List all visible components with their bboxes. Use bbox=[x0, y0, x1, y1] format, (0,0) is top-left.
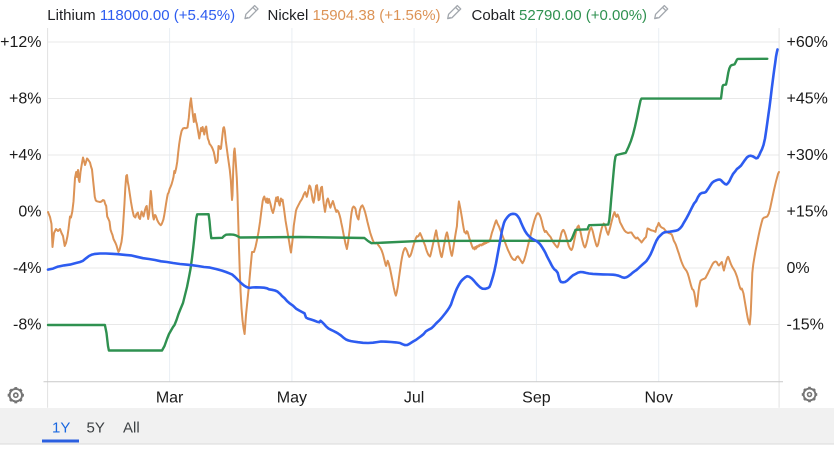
svg-text:-4%: -4% bbox=[13, 260, 41, 277]
svg-text:+12%: +12% bbox=[0, 34, 41, 51]
svg-text:Mar: Mar bbox=[156, 390, 184, 407]
svg-text:Cobalt 52790.00 (+0.00%): Cobalt 52790.00 (+0.00%) bbox=[472, 7, 648, 24]
svg-text:Jul: Jul bbox=[404, 390, 424, 407]
svg-text:Sep: Sep bbox=[522, 390, 551, 407]
svg-text:Lithium 118000.00 (+5.45%): Lithium 118000.00 (+5.45%) bbox=[47, 7, 235, 24]
svg-text:1Y: 1Y bbox=[52, 420, 70, 437]
svg-text:+45%: +45% bbox=[787, 90, 828, 107]
svg-text:5Y: 5Y bbox=[87, 420, 105, 437]
svg-text:+4%: +4% bbox=[9, 147, 41, 164]
svg-text:May: May bbox=[277, 390, 307, 407]
svg-text:-8%: -8% bbox=[13, 316, 41, 333]
svg-text:Nov: Nov bbox=[644, 390, 672, 407]
svg-text:+60%: +60% bbox=[787, 34, 828, 51]
svg-text:Nickel 15904.38 (+1.56%): Nickel 15904.38 (+1.56%) bbox=[268, 7, 441, 24]
svg-text:All: All bbox=[123, 420, 140, 437]
svg-text:-15%: -15% bbox=[787, 316, 824, 333]
svg-text:+15%: +15% bbox=[787, 203, 828, 220]
svg-text:0%: 0% bbox=[18, 203, 41, 220]
svg-text:0%: 0% bbox=[787, 260, 810, 277]
svg-text:+30%: +30% bbox=[787, 147, 828, 164]
svg-text:+8%: +8% bbox=[9, 90, 41, 107]
